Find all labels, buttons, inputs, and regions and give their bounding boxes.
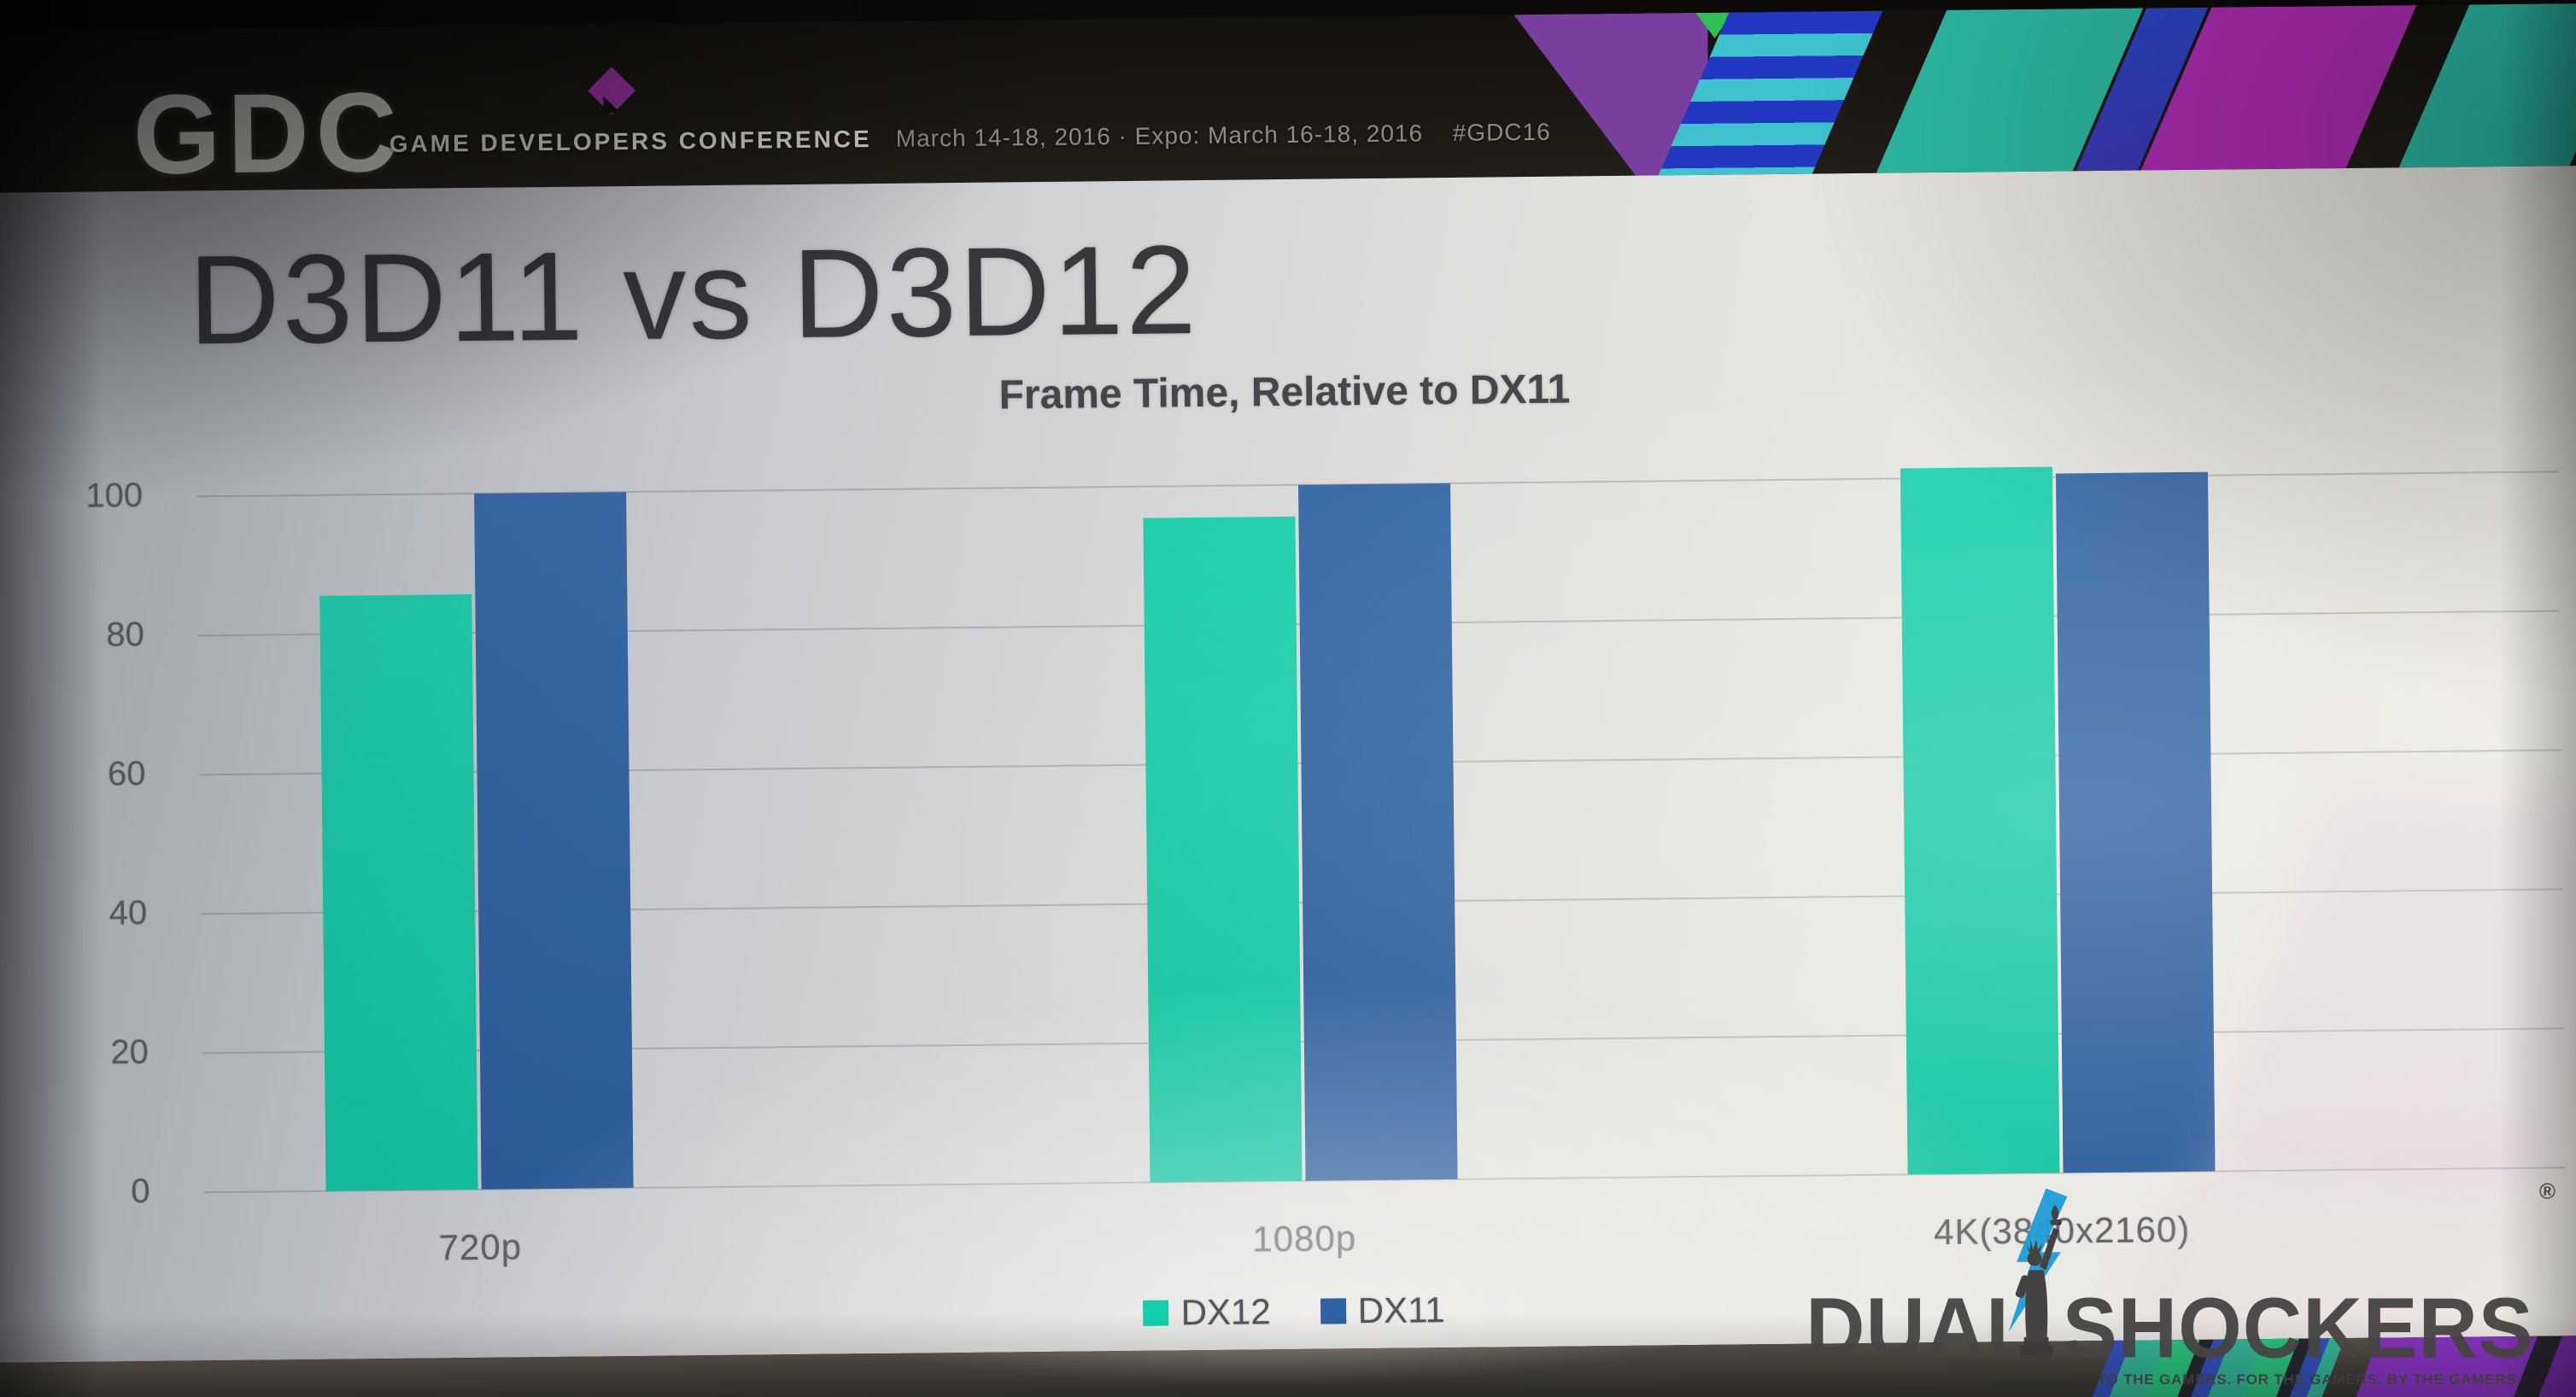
dualshockers-watermark: DUAL SHOCKERS ® TO THE GAMERS. FOR THE [1806, 1178, 2556, 1388]
legend-label-dx11: DX11 [1357, 1289, 1445, 1331]
conference-name: GAME DEVELOPERS CONFERENCE [389, 126, 872, 157]
y-axis-label-20: 20 [110, 1033, 149, 1072]
y-axis-label-100: 100 [85, 476, 143, 516]
bar-dx12-1080p [1143, 516, 1303, 1183]
y-axis-label-0: 0 [131, 1172, 150, 1211]
bar-dx12-4K(3840x2160) [1900, 466, 2060, 1175]
statue-of-liberty-icon [2008, 1188, 2068, 1359]
dualshockers-logo: DUAL SHOCKERS ® [1806, 1178, 2556, 1376]
header-decoration-teal-shape-2 [2398, 3, 2576, 168]
y-axis-label-40: 40 [108, 894, 148, 932]
conference-hashtag: #GDC16 [1452, 118, 1551, 146]
lens-flare [2202, 783, 2576, 1208]
x-axis-label-1080p: 1080p [1252, 1218, 1357, 1260]
y-axis-label-80: 80 [106, 616, 145, 654]
bar-dx11-720p [474, 492, 634, 1189]
legend-swatch-dx12 [1143, 1300, 1169, 1326]
watermark-text-right: SHOCKERS [2062, 1280, 2534, 1376]
bar-dx11-4K(3840x2160) [2055, 471, 2216, 1173]
registered-trademark-icon: ® [2538, 1178, 2556, 1204]
x-axis-label-720p: 720p [438, 1226, 523, 1268]
conference-dates: March 14-18, 2016 · Expo: March 16-18, 2… [895, 120, 1424, 152]
legend-label-dx12: DX12 [1180, 1291, 1271, 1333]
y-axis-label-60: 60 [107, 755, 146, 793]
gdc-logo: GDC [132, 68, 405, 194]
bar-dx12-720p [319, 594, 478, 1191]
slide-title: D3D11 vs D3D12 [187, 219, 1200, 371]
legend-item-dx11: DX11 [1320, 1289, 1445, 1332]
gdc-header-band: GDC GAME DEVELOPERS CONFERENCE March 14-… [0, 3, 2576, 194]
bar-dx11-1080p [1298, 483, 1458, 1181]
legend-item-dx12: DX12 [1143, 1291, 1271, 1334]
legend-swatch-dx11 [1320, 1298, 1346, 1324]
